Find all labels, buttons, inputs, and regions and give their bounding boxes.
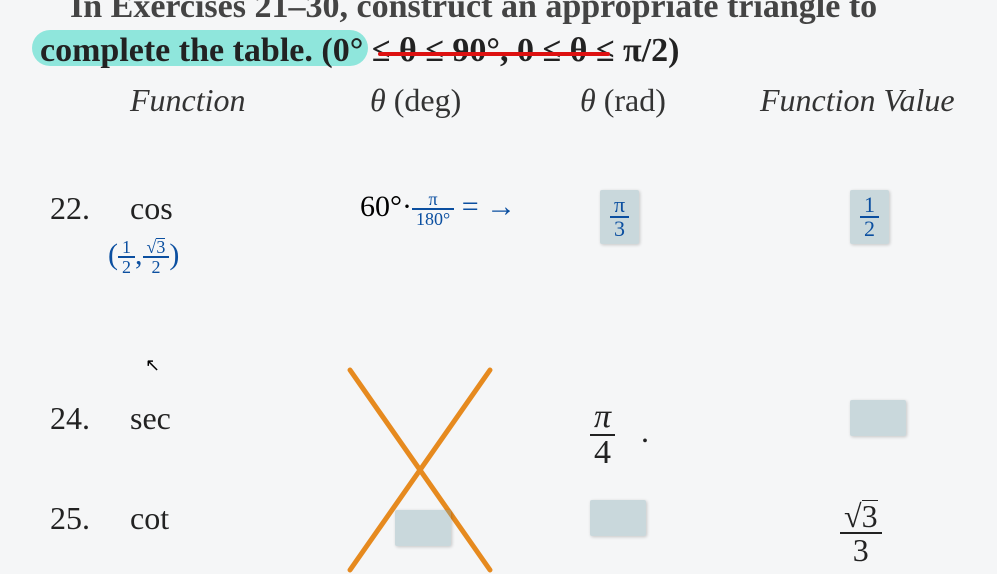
coord-frac-2: √3 2 [143, 238, 170, 276]
value-cell: √3 3 [840, 500, 882, 566]
theta-rad-cell: π 3 [600, 190, 639, 244]
theta-rad-cell [590, 500, 646, 544]
function-name: cot [130, 500, 169, 537]
sqrt-radicand: 3 [862, 498, 878, 534]
sqrt-radicand: 3 [156, 237, 165, 257]
value-blank [850, 400, 906, 436]
rad-frac: π 4 [590, 400, 615, 470]
value-frac: 1 2 [860, 194, 879, 240]
frac-bot: 2 [860, 216, 879, 240]
instruction-line-2: complete the table. (0° ≤ θ ≤ 90°, 0 ≤ θ… [40, 32, 679, 70]
problem-number: 25. [50, 500, 90, 537]
header-theta-rad: θ (rad) [580, 82, 666, 119]
rad-blank [590, 500, 646, 536]
frac-top: √3 [840, 500, 882, 532]
deg-blank [395, 510, 451, 546]
header-value: Function Value [760, 82, 955, 119]
value-frac: √3 3 [840, 500, 882, 566]
cursor-icon: ↖ [145, 355, 160, 376]
deg-prefix: 60°· [360, 190, 412, 223]
rad-box: π 3 [600, 190, 639, 244]
strikethrough [378, 52, 610, 56]
header-function: Function [130, 82, 246, 119]
problem-number: 22. [50, 190, 90, 227]
frac-bot: 180° [412, 208, 454, 228]
theta-deg-cell: 60°· π 180° = → [360, 190, 516, 228]
struck-range: (0° ≤ θ ≤ 90° [321, 32, 500, 69]
function-name: cos [130, 190, 173, 227]
frac-top: π [610, 194, 629, 216]
value-cell [850, 400, 906, 444]
range-label: , 0 ≤ θ ≤ π/2) [500, 32, 679, 69]
theta-rad-cell: π 4 . [590, 400, 649, 470]
deg-suffix: = → [454, 190, 516, 223]
frac-bot: 4 [590, 434, 615, 470]
frac-top: π [590, 400, 615, 434]
deg-to-rad-frac: π 180° [412, 190, 454, 228]
complete-label: complete the table. [40, 32, 313, 69]
period: . [641, 413, 649, 449]
coord-annotation: ( 1 2 , √3 2 ) [108, 238, 179, 276]
header-theta-deg: θ (deg) [370, 82, 461, 119]
problem-number: 24. [50, 400, 90, 437]
rad-frac: π 3 [610, 194, 629, 240]
frac-bot: 3 [840, 532, 882, 566]
instruction-line-1: In Exercises 21–30, construct an appropr… [70, 0, 877, 26]
frac-top: 1 [860, 194, 879, 216]
value-cell: 1 2 [850, 190, 889, 244]
frac-bot: 2 [143, 256, 170, 276]
frac-top: π [412, 190, 454, 208]
frac-top: √3 [143, 238, 170, 256]
value-box: 1 2 [850, 190, 889, 244]
frac-bot: 3 [610, 216, 629, 240]
frac-top: 1 [118, 238, 135, 256]
frac-bot: 2 [118, 256, 135, 276]
function-name: sec [130, 400, 171, 437]
coord-frac-1: 1 2 [118, 238, 135, 276]
